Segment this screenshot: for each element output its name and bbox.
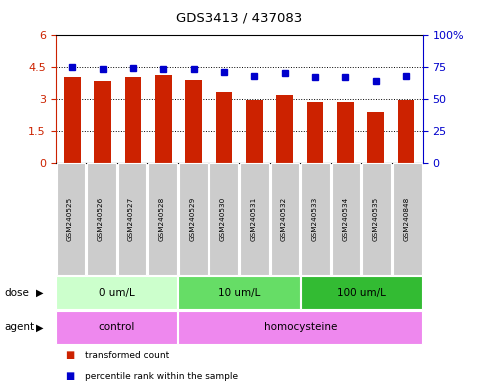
Bar [185, 79, 202, 163]
Text: GSM240531: GSM240531 [250, 197, 256, 241]
Bar [125, 78, 141, 163]
Text: GSM240848: GSM240848 [403, 197, 410, 241]
Text: 0 um/L: 0 um/L [99, 288, 135, 298]
Text: GSM240528: GSM240528 [158, 197, 165, 241]
Text: ▶: ▶ [36, 288, 44, 298]
Text: GSM240535: GSM240535 [373, 197, 379, 241]
Text: GSM240532: GSM240532 [281, 197, 287, 241]
Bar [94, 81, 111, 163]
Text: GSM240527: GSM240527 [128, 197, 134, 241]
Bar [276, 94, 293, 163]
Text: ▶: ▶ [36, 322, 44, 333]
Text: 100 um/L: 100 um/L [337, 288, 386, 298]
Text: transformed count: transformed count [85, 351, 169, 360]
Text: control: control [99, 322, 135, 333]
Bar [337, 102, 354, 163]
Text: homocysteine: homocysteine [264, 322, 337, 333]
Text: GSM240530: GSM240530 [220, 197, 226, 241]
Text: ■: ■ [65, 350, 74, 360]
Text: ■: ■ [65, 371, 74, 381]
Text: dose: dose [5, 288, 30, 298]
Text: GSM240534: GSM240534 [342, 197, 348, 241]
Bar [307, 102, 323, 163]
Text: GSM240529: GSM240529 [189, 197, 195, 241]
Bar [398, 100, 414, 163]
Bar [64, 78, 81, 163]
Bar [155, 75, 171, 163]
Bar [246, 100, 263, 163]
Text: GSM240525: GSM240525 [67, 197, 73, 241]
Text: GDS3413 / 437083: GDS3413 / 437083 [176, 12, 302, 25]
Bar [367, 112, 384, 163]
Text: GSM240533: GSM240533 [312, 197, 318, 241]
Text: percentile rank within the sample: percentile rank within the sample [85, 372, 238, 381]
Bar [215, 93, 232, 163]
Text: 10 um/L: 10 um/L [218, 288, 260, 298]
Text: agent: agent [5, 322, 35, 333]
Text: GSM240526: GSM240526 [98, 197, 103, 241]
